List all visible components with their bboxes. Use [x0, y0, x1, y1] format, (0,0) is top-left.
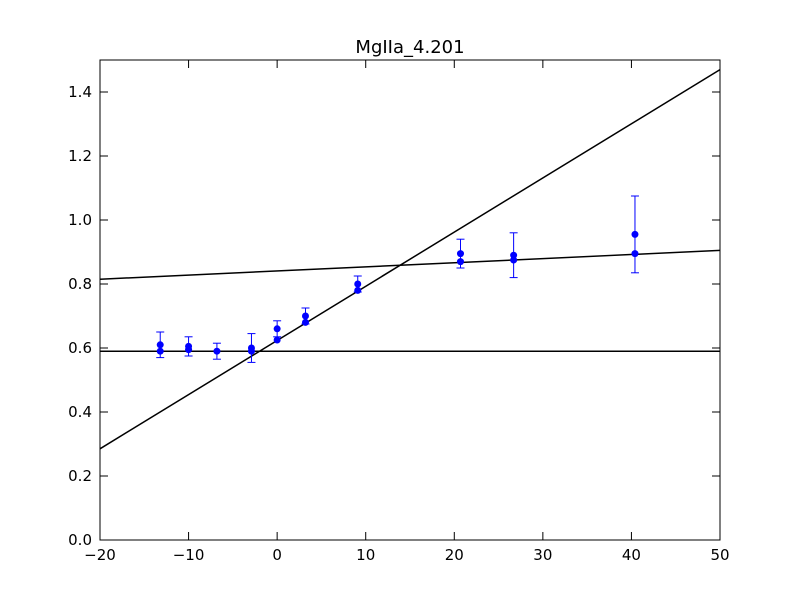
data-point — [273, 336, 281, 344]
data-point — [456, 250, 464, 258]
fit-line-3 — [100, 68, 720, 450]
y-tick-label: 1.0 — [68, 211, 92, 229]
data-point — [510, 256, 518, 264]
data-point — [273, 325, 281, 333]
data-point — [301, 312, 309, 320]
plot-area: −20 −10 0 10 20 30 40 50 0.0 0.2 0.4 0.6 0.8 1.0 1.2 1.… — [68, 59, 730, 564]
chart-title: MgIIa_4.201 — [355, 37, 464, 58]
data-point — [631, 250, 639, 258]
data-point — [354, 286, 362, 294]
fit-line-2 — [100, 249, 720, 280]
x-tick-label: 10 — [356, 546, 375, 564]
x-tick-label: −20 — [84, 546, 116, 564]
y-tick-label: 0.8 — [68, 275, 92, 293]
data-point — [156, 347, 164, 355]
data-point — [631, 230, 639, 238]
y-tick-label: 1.4 — [68, 83, 92, 101]
x-tick-label: −10 — [173, 546, 205, 564]
data-point — [156, 341, 164, 349]
x-tick-label: 40 — [622, 546, 641, 564]
data-point — [510, 251, 518, 259]
y-tick-label: 0.4 — [68, 403, 92, 421]
data-point — [185, 346, 193, 354]
y-tick-label: 1.2 — [68, 147, 92, 165]
data-point — [354, 280, 362, 288]
data-point — [301, 318, 309, 326]
x-tick-label: 20 — [445, 546, 464, 564]
axes-frame — [99, 59, 721, 541]
y-tick-label: 0.6 — [68, 339, 92, 357]
y-tick-label: 0.0 — [68, 531, 92, 549]
data-point — [247, 347, 255, 355]
y-tick-label: 0.2 — [68, 467, 92, 485]
x-tick-label: 50 — [710, 546, 729, 564]
x-tick-label: 30 — [533, 546, 552, 564]
data-point — [456, 258, 464, 266]
data-point — [213, 347, 221, 355]
x-tick-label: 0 — [272, 546, 282, 564]
